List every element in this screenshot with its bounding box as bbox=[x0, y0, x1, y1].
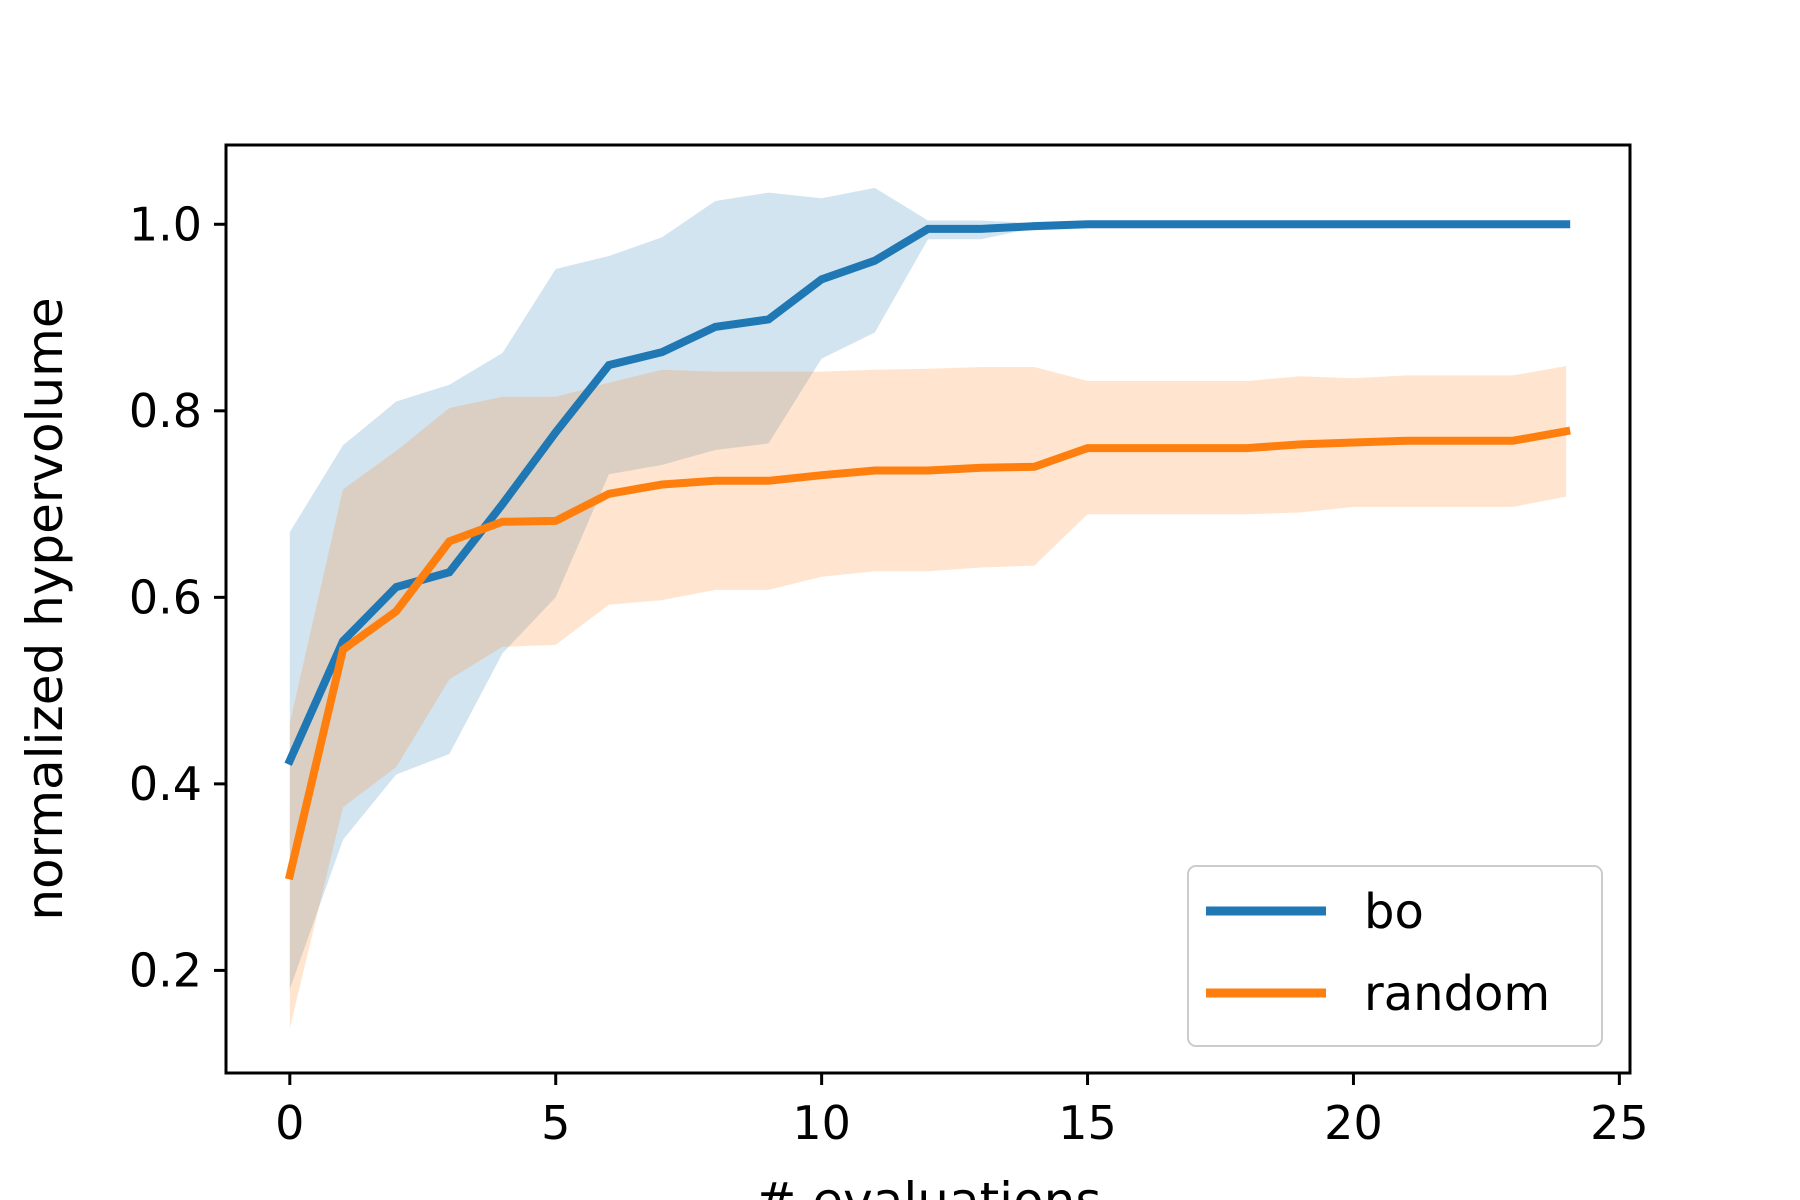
x-tick-label: 25 bbox=[1590, 1096, 1649, 1150]
y-tick-label: 0.6 bbox=[129, 570, 202, 624]
y-tick-label: 0.4 bbox=[129, 757, 202, 811]
y-axis-title: normalized hypervolume bbox=[16, 297, 74, 920]
series-line-bo bbox=[284, 220, 1571, 766]
legend-label-bo: bo bbox=[1364, 884, 1424, 940]
band-bo bbox=[289, 187, 1567, 990]
y-axis: 0.2 0.4 0.6 0.8 1.0 bbox=[129, 197, 226, 997]
legend-label-random: random bbox=[1364, 966, 1550, 1022]
x-tick-label: 10 bbox=[792, 1096, 851, 1150]
x-tick-label: 0 bbox=[275, 1096, 304, 1150]
legend: bo random bbox=[1187, 865, 1603, 1047]
confidence-bands bbox=[289, 187, 1567, 1029]
x-tick-label: 5 bbox=[541, 1096, 570, 1150]
series-line-random bbox=[284, 426, 1571, 881]
x-tick-label: 15 bbox=[1058, 1096, 1117, 1150]
x-tick-label: 20 bbox=[1324, 1096, 1383, 1150]
series-lines bbox=[284, 220, 1571, 881]
plot-frame bbox=[224, 143, 1632, 1075]
x-axis: 0 5 10 15 20 25 bbox=[275, 1073, 1649, 1150]
band-random bbox=[289, 366, 1567, 1029]
y-tick-label: 1.0 bbox=[129, 197, 202, 251]
y-tick-label: 0.8 bbox=[129, 384, 202, 438]
x-axis-title: # evaluations bbox=[755, 1172, 1102, 1200]
y-tick-label: 0.2 bbox=[129, 943, 202, 997]
